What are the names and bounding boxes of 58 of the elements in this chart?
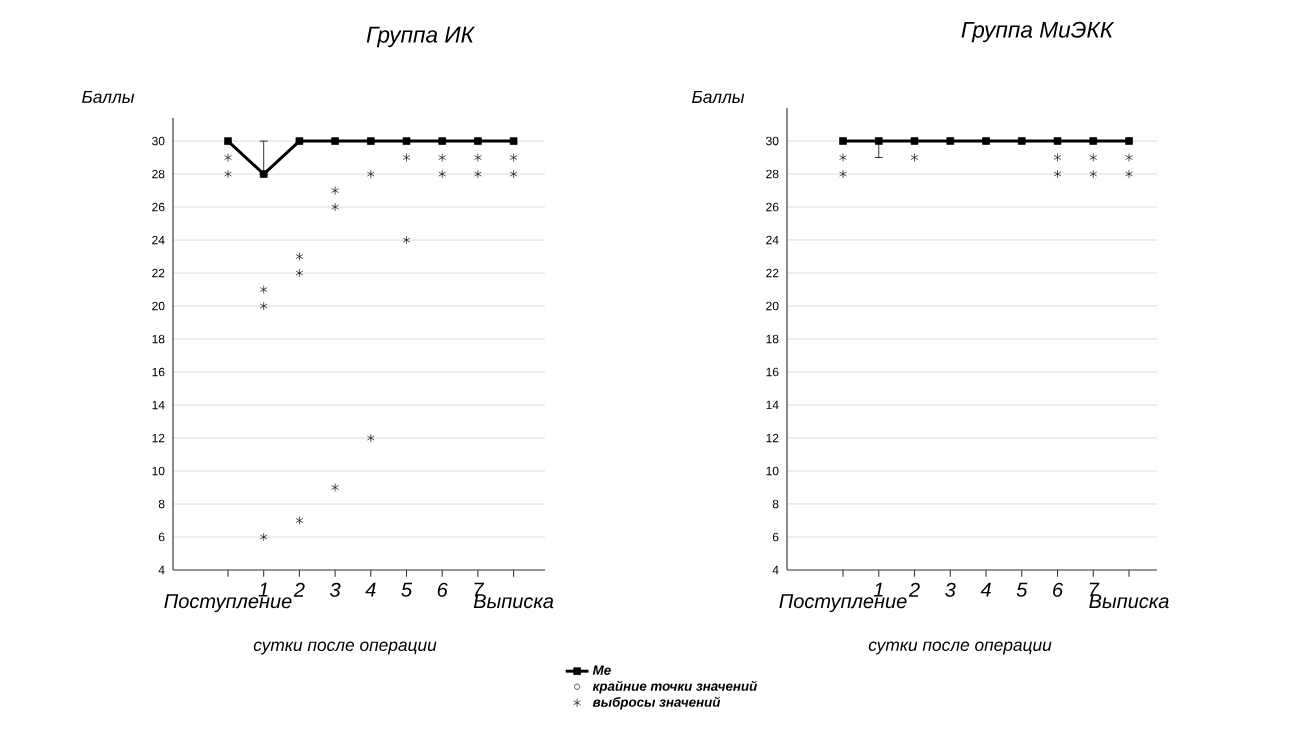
x-tick-label: 6 xyxy=(1053,582,1064,597)
x-tick-label: 2 xyxy=(293,582,305,597)
point xyxy=(839,137,847,145)
point xyxy=(1125,137,1133,145)
legend-label: Me xyxy=(592,665,611,675)
y-tick-label: 18 xyxy=(766,334,779,344)
y-tick-label: 12 xyxy=(766,433,779,443)
y-tick-label: 8 xyxy=(772,499,779,509)
y-tick-label: 12 xyxy=(152,433,165,443)
x-tick-label: 5 xyxy=(401,582,413,597)
chart-title: Группа МиЭКК xyxy=(961,21,1115,43)
legend-label: выбросы значений xyxy=(592,696,721,710)
point xyxy=(982,137,990,145)
chart-title: Группа ИК xyxy=(366,26,475,48)
y-tick-label: 14 xyxy=(766,400,779,410)
y-tick-label: 6 xyxy=(772,532,779,542)
y-tick-label: 26 xyxy=(766,202,779,212)
y-tick-label: 10 xyxy=(766,466,779,476)
y-tick-label: 22 xyxy=(766,268,779,278)
y-tick-label: 24 xyxy=(152,235,165,245)
x-tick-label: 3 xyxy=(945,582,956,597)
y-tick-label: 4 xyxy=(158,565,165,575)
x-tick-label: 5 xyxy=(1016,582,1028,597)
y-tick-label: 30 xyxy=(766,136,779,146)
x-tick-label: 4 xyxy=(365,582,376,597)
y-tick-label: 18 xyxy=(152,334,165,344)
y-tick-label: 16 xyxy=(766,367,779,377)
y-tick-label: 4 xyxy=(772,565,779,575)
point xyxy=(910,153,919,162)
y-axis-title: Баллы xyxy=(82,90,135,104)
point xyxy=(1053,137,1062,145)
x-axis-title: сутки после операции xyxy=(868,641,1052,655)
y-tick-label: 26 xyxy=(152,202,165,212)
y-tick-label: 24 xyxy=(766,235,779,245)
point xyxy=(946,137,955,145)
y-tick-label: 8 xyxy=(158,499,165,509)
x-tick-label: 3 xyxy=(330,582,341,597)
x-tick-label: 2 xyxy=(908,582,920,597)
y-tick-label: 16 xyxy=(152,367,165,377)
x-axis-title: сутки после операции xyxy=(253,641,437,655)
point xyxy=(1017,137,1026,145)
y-tick-label: 20 xyxy=(152,301,165,311)
y-tick-label: 30 xyxy=(152,136,165,146)
y-tick-label: 10 xyxy=(152,466,165,476)
y-tick-label: 14 xyxy=(152,400,165,410)
legend-label: крайние точки значений xyxy=(592,680,758,694)
y-tick-label: 28 xyxy=(766,169,779,179)
x-tick-label: 4 xyxy=(980,582,991,597)
y-axis-title: Баллы xyxy=(692,90,745,104)
y-tick-label: 22 xyxy=(152,268,165,278)
y-tick-label: 28 xyxy=(152,169,165,179)
point xyxy=(839,153,847,162)
point xyxy=(910,137,919,145)
point xyxy=(1125,169,1133,179)
point xyxy=(1089,137,1098,145)
x-tick-label: 6 xyxy=(437,582,448,597)
y-tick-label: 6 xyxy=(158,532,165,542)
y-tick-label: 20 xyxy=(766,301,779,311)
